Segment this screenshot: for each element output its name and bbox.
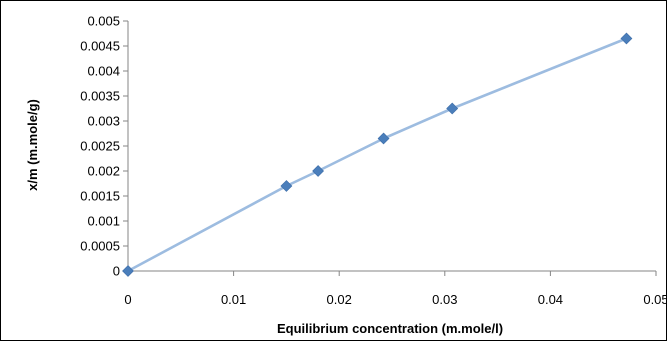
series-line	[126, 37, 628, 273]
x-tick-label: 0.03	[432, 292, 457, 307]
data-point-marker	[122, 265, 134, 277]
x-tick-label: 0.04	[538, 292, 563, 307]
data-point-marker	[377, 132, 390, 145]
y-tick-label: 0.0015	[80, 189, 120, 204]
y-axis-title: x/m (m.mole/g)	[25, 99, 40, 191]
y-tick-label: 0.0045	[80, 39, 120, 54]
y-tick-label: 0.0035	[80, 89, 120, 104]
y-tick-label: 0	[113, 264, 120, 279]
data-point-marker	[620, 32, 633, 45]
x-axis: 0 0.01 0.02 0.03 0.04 0.05	[124, 270, 667, 307]
x-tick-label: 0.05	[643, 292, 667, 307]
y-axis: 0 0.0005 0.001 0.0015 0.002 0.0025 0.003 0.0035…	[80, 14, 129, 279]
data-point-marker	[446, 102, 459, 115]
data-point-marker	[312, 165, 325, 177]
x-tick-label: 0	[124, 292, 131, 307]
y-tick-label: 0.003	[87, 114, 120, 129]
y-tick-label: 0.004	[87, 64, 120, 79]
x-tick-label: 0.02	[327, 292, 352, 307]
y-tick-label: 0.0025	[80, 139, 120, 154]
y-tick-label: 0.002	[87, 164, 120, 179]
y-tick-label: 0.0005	[80, 239, 120, 254]
series-layer	[122, 32, 633, 277]
y-tick-label: 0.001	[87, 214, 120, 229]
data-point-marker	[280, 180, 293, 192]
x-axis-title: Equilibrium concentration (m.mole/l)	[277, 321, 503, 336]
x-tick-label: 0.01	[221, 292, 246, 307]
y-tick-label: 0.005	[87, 14, 120, 29]
